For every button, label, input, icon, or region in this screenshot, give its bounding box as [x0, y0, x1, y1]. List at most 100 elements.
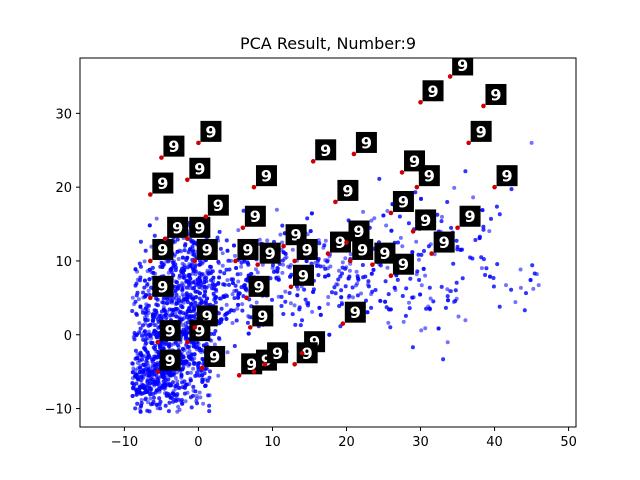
- thumbnail-digit: 9: [246, 355, 257, 374]
- scatter-point: [224, 316, 229, 321]
- scatter-point: [293, 322, 298, 327]
- thumbnail-digit: 9: [157, 240, 168, 259]
- thumbnail-digit: 9: [209, 347, 220, 366]
- scatter-point: [236, 295, 241, 300]
- scatter-point: [171, 308, 176, 313]
- scatter-point: [193, 272, 198, 277]
- scatter-point: [343, 284, 348, 289]
- scatter-point: [346, 276, 351, 281]
- scatter-point: [366, 284, 371, 289]
- scatter-point: [350, 285, 355, 290]
- scatter-point: [232, 243, 236, 248]
- thumbnail-background: [152, 275, 174, 297]
- scatter-points: [130, 140, 541, 414]
- scatter-point: [205, 296, 210, 301]
- scatter-point: [528, 278, 533, 282]
- digit-thumbnail: 9: [374, 242, 396, 264]
- x-tick-label: 20: [338, 435, 355, 450]
- digit-thumbnail: 9: [167, 216, 189, 238]
- scatter-point: [249, 271, 254, 276]
- scatter-point: [340, 260, 345, 265]
- scatter-point: [159, 371, 164, 375]
- scatter-point: [145, 378, 150, 383]
- digit-thumbnail: 9: [248, 275, 270, 297]
- scatter-point: [142, 285, 147, 290]
- scatter-point: [229, 308, 234, 313]
- scatter-point: [249, 304, 254, 309]
- scatter-point: [198, 301, 203, 306]
- scatter-point: [182, 391, 187, 396]
- scatter-point: [171, 263, 176, 268]
- scatter-point: [326, 302, 331, 306]
- thumbnail-digit: 9: [309, 333, 320, 352]
- digit-thumbnail: 9: [452, 58, 474, 76]
- scatter-point: [328, 264, 333, 269]
- scatter-point: [241, 208, 246, 213]
- scatter-point: [195, 401, 199, 406]
- highlight-point: [192, 258, 198, 264]
- scatter-point: [166, 409, 171, 414]
- scatter-point: [369, 218, 374, 223]
- highlight-point: [148, 295, 153, 301]
- scatter-point: [152, 314, 157, 319]
- scatter-point: [283, 251, 288, 256]
- scatter-point: [133, 372, 138, 377]
- scatter-point: [130, 370, 135, 375]
- digit-thumbnail: 9: [267, 342, 289, 364]
- scatter-point: [141, 383, 146, 388]
- scatter-point: [417, 278, 422, 282]
- highlight-point: [162, 236, 168, 242]
- scatter-point: [147, 223, 152, 228]
- scatter-point: [190, 262, 194, 267]
- digit-thumbnail: 9: [433, 231, 455, 253]
- scatter-point: [378, 298, 383, 303]
- thumbnail-digit: 9: [213, 196, 224, 215]
- scatter-point: [195, 370, 199, 375]
- scatter-point: [276, 277, 281, 282]
- scatter-point: [180, 305, 185, 310]
- scatter-point: [173, 340, 178, 345]
- scatter-point: [246, 314, 251, 318]
- y-tick-label: 30: [55, 107, 72, 122]
- thumbnail-background: [163, 135, 185, 157]
- scatter-point: [427, 306, 432, 311]
- scatter-point: [280, 223, 285, 228]
- scatter-point: [218, 246, 223, 251]
- scatter-point: [149, 377, 153, 382]
- scatter-point: [137, 321, 142, 326]
- thumbnail-digit: 9: [205, 122, 216, 141]
- scatter-point: [369, 271, 374, 276]
- digit-thumbnail: 9: [485, 83, 507, 105]
- scatter-point: [197, 285, 202, 290]
- scatter-point: [185, 294, 190, 299]
- highlight-point: [347, 258, 353, 264]
- scatter-point: [265, 238, 270, 243]
- scatter-point: [175, 379, 180, 384]
- scatter-point: [423, 326, 428, 331]
- scatter-point: [185, 309, 190, 314]
- scatter-point: [406, 221, 411, 226]
- thumbnail-background: [252, 305, 274, 327]
- scatter-point: [149, 341, 154, 346]
- scatter-point: [153, 330, 158, 334]
- thumbnail-digit: 9: [250, 207, 261, 226]
- scatter-point: [134, 311, 139, 316]
- scatter-point: [203, 384, 208, 388]
- scatter-point: [191, 252, 196, 257]
- highlight-point: [240, 225, 246, 231]
- axes: −10 0 10 20 30 40 50 −10 0 10 20 30: [45, 57, 577, 450]
- thumbnail-background: [470, 120, 492, 142]
- thumbnail-background: [452, 58, 474, 76]
- scatter-point: [184, 382, 189, 387]
- scatter-point: [162, 382, 167, 387]
- scatter-point: [176, 404, 181, 409]
- y-tick-label: 10: [55, 255, 72, 270]
- scatter-point: [159, 260, 164, 265]
- scatter-point: [151, 357, 156, 362]
- scatter-point: [202, 280, 207, 285]
- thumbnail-background: [259, 242, 281, 264]
- highlight-point: [399, 170, 405, 175]
- scatter-point: [156, 350, 161, 354]
- highlight-point: [236, 373, 242, 378]
- x-tick-label: 0: [194, 435, 202, 450]
